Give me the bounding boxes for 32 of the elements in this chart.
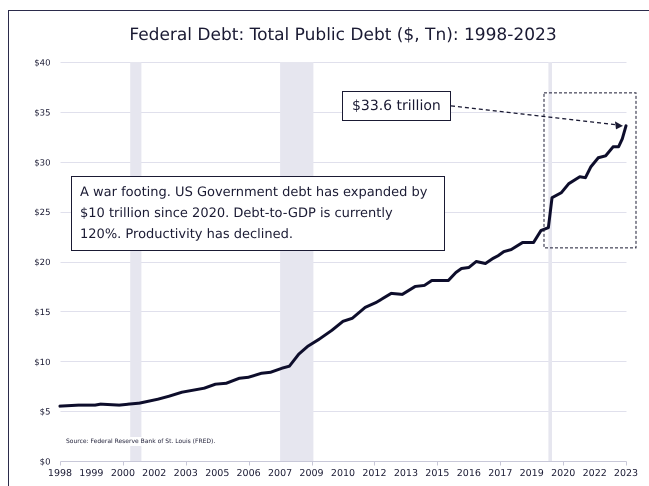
x-tick-label: 1999 [79, 468, 104, 479]
y-tick-label: $35 [34, 108, 50, 118]
x-tick-label: 2007 [268, 468, 292, 479]
x-tick-label: 2023 [614, 468, 638, 479]
x-tick-label: 2017 [488, 468, 512, 479]
x-tick-label: 2006 [236, 468, 261, 479]
x-tick-label: 2003 [174, 468, 198, 479]
x-tick-label: 2002 [142, 468, 166, 479]
line-series [58, 124, 628, 408]
annotation: $33.6 trillion [342, 90, 451, 121]
y-tick-label: $40 [34, 58, 50, 68]
chart-title: Federal Debt: Total Public Debt ($, Tn): 1998-2023 [129, 25, 557, 45]
x-tick-label: 2009 [299, 468, 324, 479]
y-tick-label: $15 [34, 308, 50, 318]
x-tick-label: 2013 [394, 468, 418, 479]
x-tick-label: 2015 [425, 468, 450, 479]
x-tick-label: 2019 [520, 468, 544, 479]
y-tick-label: $30 [34, 158, 50, 168]
x-tick-label: 2005 [205, 468, 230, 479]
y-tick-label: $5 [40, 408, 50, 418]
x-tick-label: 2000 [110, 468, 136, 479]
x-tick-label: 2020 [551, 468, 576, 479]
x-tick-label: 2022 [582, 468, 607, 479]
y-tick-label: $10 [34, 358, 50, 368]
y-tick-label: $20 [34, 258, 50, 268]
annotation: A war footing. US Government debt has expanded by $10 trillion since 2020. Debt-to-GDP is currently 120%. Productivity has declined. [71, 176, 445, 251]
x-tick-label: 2016 [456, 468, 481, 479]
x-tick-label: 2012 [362, 468, 387, 479]
y-tick-label: $25 [34, 208, 50, 218]
x-tick-label: 1998 [48, 468, 72, 479]
x-tick-label: 2010 [330, 468, 356, 479]
y-tick-label: $0 [40, 458, 50, 468]
